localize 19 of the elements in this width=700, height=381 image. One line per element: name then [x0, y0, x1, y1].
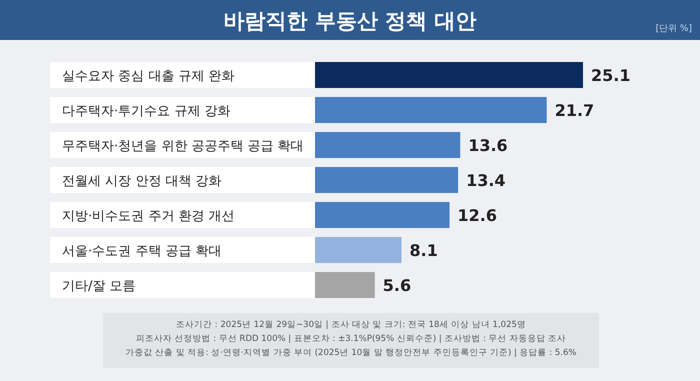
category-label: 기타/잘 모름: [62, 279, 136, 294]
category-label: 실수요자 중심 대출 규제 완화: [62, 69, 235, 84]
annotation: 피조사자 선정방법 : 무선 RDD 100% | 표본오차 : ±3.1%P(95% 신뢰수준) | 조사방법 : 무선 자동응답 조사: [136, 334, 566, 344]
data-label: 5.6: [382, 276, 412, 295]
annotation: 조사기간 : 2025년 12월 29일~30일 | 조사 대상 및 크기: 전국 18세 이상 남녀 1,025명: [176, 320, 526, 330]
data-label: 8.1: [409, 241, 438, 260]
data-label: 13.6: [468, 136, 508, 155]
category-label: 지방·비수도권 주거 환경 개선: [62, 209, 235, 224]
title: 바람직한 부동산 정책 대안: [224, 9, 476, 33]
annotation: 가중값 산출 및 적용: 성·연령·지역별 가중 부여 (2025년 10월 말 행정안전부 주민등록인구 기준) | 응답률 : 5.6%: [126, 348, 576, 358]
category-label: 전월세 시장 안정 대책 강화: [62, 174, 222, 189]
data-label: 21.7: [554, 101, 594, 120]
category-label: 무주택자·청년을 위한 공공주택 공급 확대: [62, 139, 304, 154]
subtitle: [단위 %]: [656, 24, 692, 34]
data-label: 25.1: [591, 66, 630, 85]
category-label: 다주택자·투기수요 규제 강화: [62, 104, 230, 119]
data-label: 13.4: [466, 171, 506, 190]
category-label: 서울·수도권 주택 공급 확대: [62, 244, 222, 259]
data-label: 12.6: [458, 206, 498, 225]
